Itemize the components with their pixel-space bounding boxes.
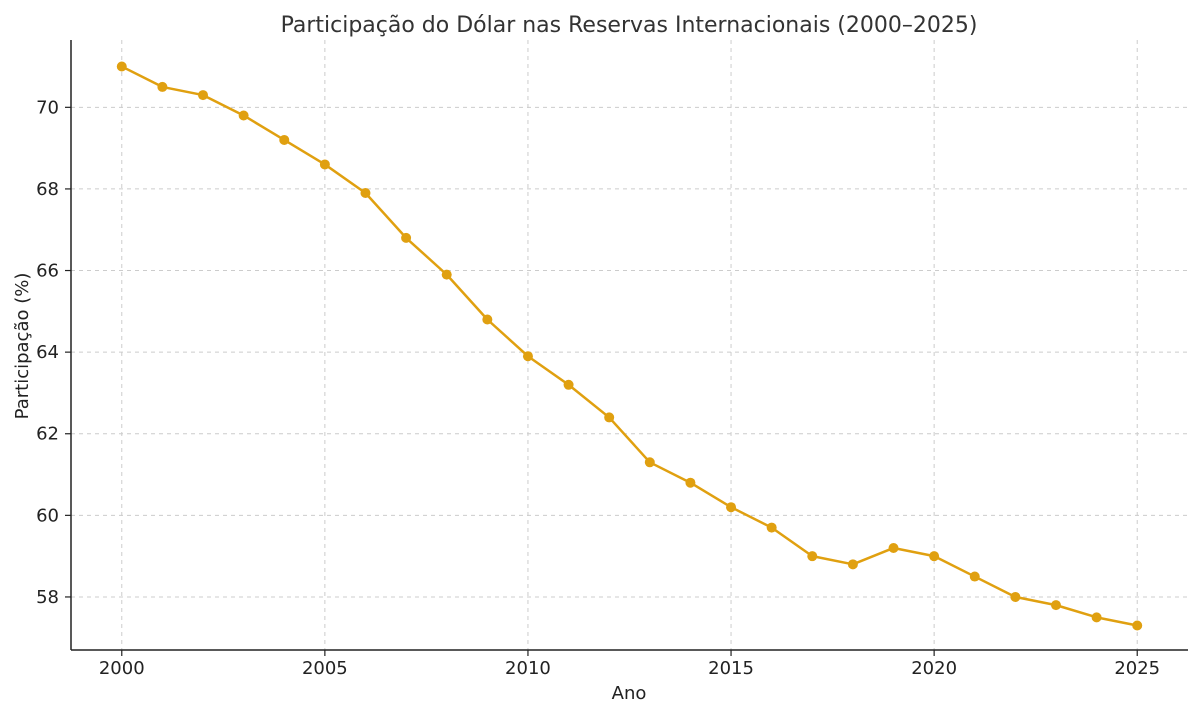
x-tick-label: 2025 [1114, 658, 1160, 679]
y-tick-label: 68 [36, 179, 59, 200]
data-point [482, 314, 493, 325]
data-point [401, 232, 412, 243]
data-point [157, 81, 168, 92]
data-point [563, 379, 574, 390]
x-tick-label: 2010 [505, 658, 551, 679]
data-point [888, 542, 899, 553]
data-point [1050, 600, 1061, 611]
y-axis-label: Participação (%) [12, 273, 33, 420]
x-axis-ticks: 2000 2005 2010 2015 2020 2025 [99, 650, 1160, 679]
data-point [726, 502, 737, 513]
y-axis-ticks: 58 60 62 64 66 68 70 [36, 97, 71, 608]
data-point [685, 477, 696, 488]
data-point [604, 412, 615, 423]
y-tick-label: 66 [36, 261, 59, 282]
data-point [644, 457, 655, 468]
x-tick-label: 2005 [302, 658, 348, 679]
data-point [929, 551, 940, 562]
data-point [1010, 591, 1021, 602]
data-point [441, 269, 452, 280]
data-point [847, 559, 858, 570]
series [116, 61, 1143, 631]
data-point [1091, 612, 1102, 623]
chart-title: Participação do Dólar nas Reservas Inter… [281, 13, 978, 38]
data-point [522, 351, 533, 362]
data-point [1132, 620, 1143, 631]
y-tick-label: 64 [36, 342, 59, 363]
x-tick-label: 2020 [911, 658, 957, 679]
data-point [238, 110, 249, 121]
grid [71, 40, 1188, 650]
y-tick-label: 70 [36, 97, 59, 118]
axes [70, 40, 1188, 651]
data-point [198, 90, 209, 101]
data-point [319, 159, 330, 170]
series-line [121, 65, 1138, 627]
y-tick-label: 58 [36, 587, 59, 608]
x-tick-label: 2000 [99, 658, 145, 679]
data-point [116, 61, 127, 72]
data-point [807, 551, 818, 562]
data-point [360, 188, 371, 199]
y-tick-label: 62 [36, 424, 59, 445]
x-tick-label: 2015 [708, 658, 754, 679]
x-axis-label: Ano [612, 683, 647, 704]
data-point [969, 571, 980, 582]
data-point [766, 522, 777, 533]
data-point [279, 134, 290, 145]
y-tick-label: 60 [36, 505, 59, 526]
